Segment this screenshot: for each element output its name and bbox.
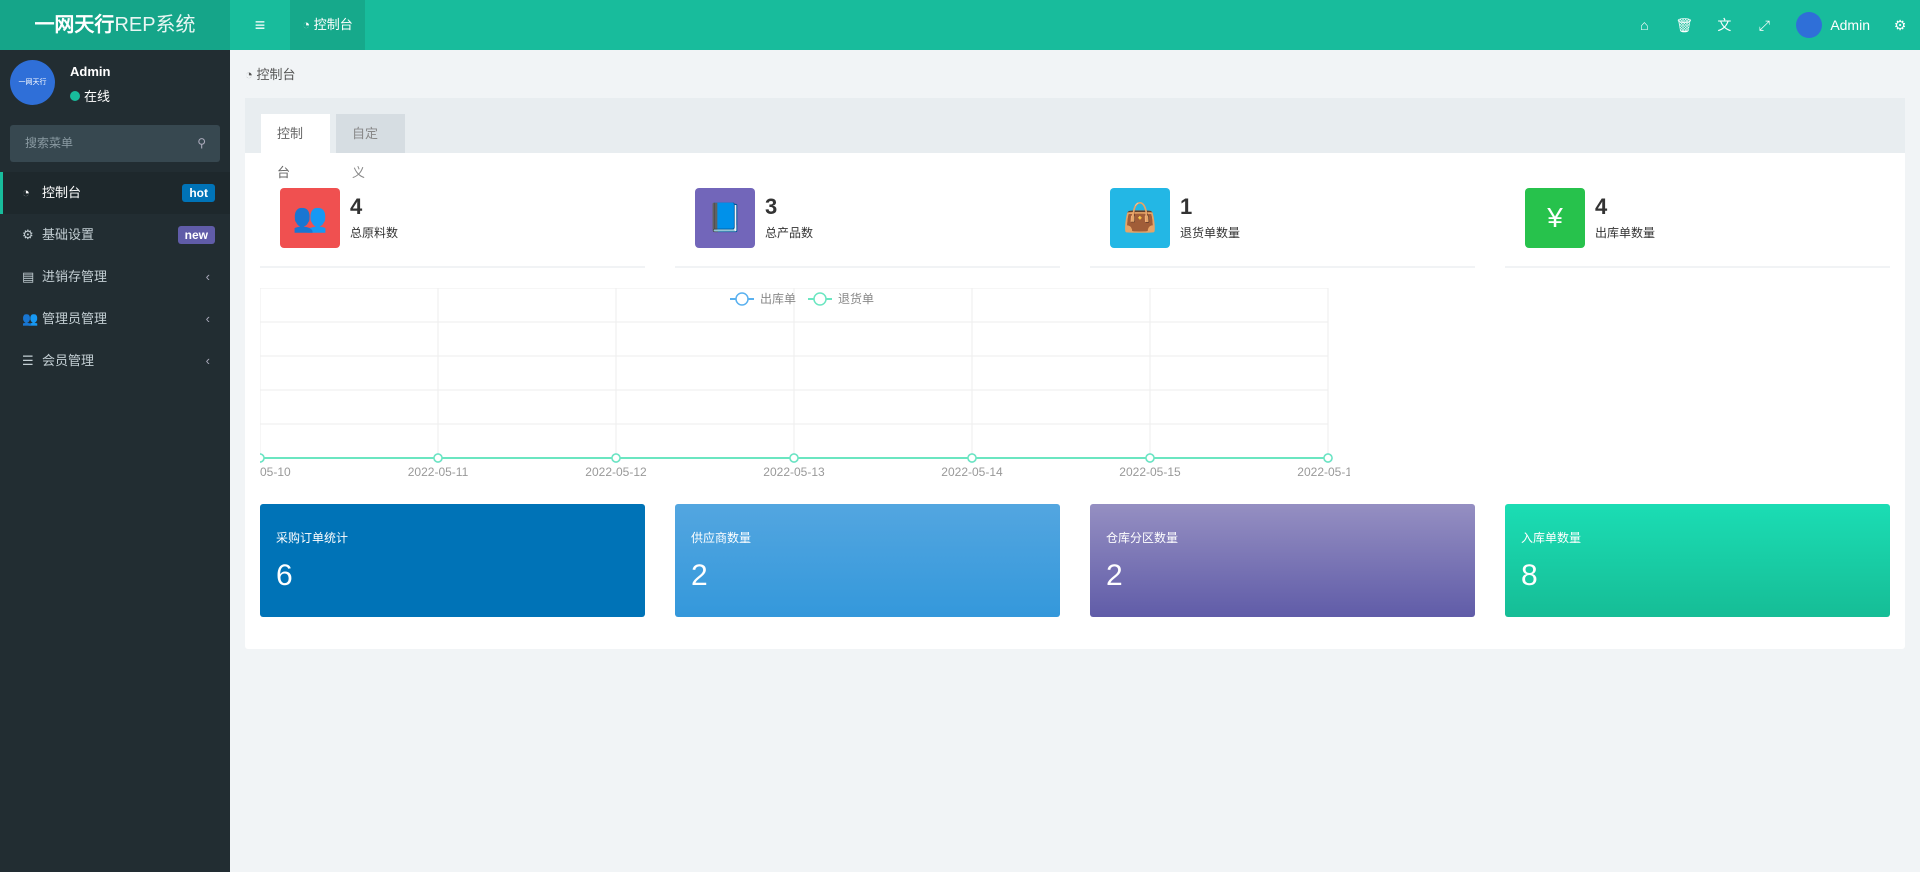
list-icon: ☰ <box>22 353 34 368</box>
stat-label: 出库单数量 <box>1595 226 1656 240</box>
data-point <box>1323 453 1333 463</box>
card-label: 采购订单统计 <box>276 531 349 545</box>
legend-marker <box>735 292 749 306</box>
logo[interactable]: 一网天行REP系统 <box>0 0 230 50</box>
menu-badge: new <box>177 226 215 244</box>
sidebar-item-2[interactable]: ▤ 进销存管理 ‹ <box>0 256 230 298</box>
x-tick-label: 2022-05-10 <box>260 465 291 478</box>
sidebar-item-1[interactable]: ⚙ 基础设置 new <box>0 214 230 256</box>
sidebar: 一网天行 Admin 在线 搜索菜单 ⚲ ◔ 控制台 hot ⚙ 基础设置 new ▤ 进销存管… <box>0 50 230 872</box>
search-icon: ⚲ <box>197 136 206 150</box>
tab-dashboard[interactable]: ◔ 控制台 <box>290 0 365 50</box>
data-point <box>1145 453 1155 463</box>
stat-card: 👜 1 退货单数量 <box>1090 188 1475 268</box>
home-icon[interactable]: ⌂ <box>1640 17 1649 33</box>
stat-value: 4 <box>350 194 363 219</box>
summary-card: 入库单数量 8 <box>1505 504 1890 617</box>
online-dot-icon <box>70 91 80 101</box>
x-tick-label: 2022-05-16 <box>1297 465 1350 478</box>
x-tick-label: 2022-05-15 <box>1119 465 1181 478</box>
chevron-left-icon: ‹ <box>205 311 210 326</box>
x-tick-label: 2022-05-12 <box>585 465 647 478</box>
card-value: 8 <box>1521 559 1538 592</box>
book-icon: 📘 <box>695 188 755 248</box>
cogs-icon[interactable]: ⚙ <box>1893 16 1907 33</box>
card-label: 入库单数量 <box>1521 531 1582 545</box>
avatar <box>1796 12 1823 38</box>
menu-badge: hot <box>182 184 215 202</box>
stat-card: ¥4 出库单数量 <box>1505 188 1890 268</box>
top-header: 一网天行REP系统 ≡ ◔ 控制台 ⌂ 🗑 文 ⤢ Admin ⚙ <box>0 0 1920 50</box>
search-input[interactable]: 搜索菜单 ⚲ <box>10 125 220 162</box>
stat-label: 总产品数 <box>765 226 814 240</box>
card-value: 2 <box>1106 559 1123 592</box>
chevron-left-icon: ‹ <box>205 269 210 284</box>
file-icon: ▤ <box>22 269 35 284</box>
x-tick-label: 2022-05-13 <box>763 465 825 478</box>
trash-icon[interactable]: 🗑 <box>1675 16 1694 33</box>
dashboard-icon: ◔ <box>245 67 257 82</box>
summary-card: 仓库分区数量 2 <box>1090 504 1475 617</box>
stat-label: 总原料数 <box>350 226 399 240</box>
data-point <box>611 453 621 463</box>
card-value: 2 <box>691 559 708 592</box>
fullscreen-icon[interactable]: ⤢ <box>1758 16 1770 33</box>
tab-dashboard[interactable]: 控制台 <box>261 114 330 180</box>
user-name: Admin <box>70 64 111 79</box>
card-label: 供应商数量 <box>691 531 752 545</box>
summary-card: 采购订单统计 6 <box>260 504 645 617</box>
chevron-left-icon: ‹ <box>205 353 210 368</box>
line-chart: 出库单 退货单 2022-05-10 2022-05-11 2022-05-12 2022… <box>260 288 1350 478</box>
stat-label: 退货单数量 <box>1180 226 1241 240</box>
stat-value: 3 <box>765 194 778 219</box>
translate-icon[interactable]: 文 <box>1717 17 1732 33</box>
sidebar-item-4[interactable]: ☰ 会员管理 ‹ <box>0 340 230 382</box>
card-value: 6 <box>276 559 293 592</box>
shopping-bag-icon: 👜 <box>1110 188 1170 248</box>
avatar: 一网天行 <box>10 60 55 105</box>
menu-toggle-button[interactable]: ≡ <box>230 0 290 50</box>
user-menu[interactable]: Admin <box>1784 12 1870 38</box>
sidebar-item-label: 会员管理 <box>42 353 95 368</box>
data-point <box>260 453 265 463</box>
stat-card: 👥 4 总原料数 <box>260 188 645 268</box>
sidebar-item-label: 管理员管理 <box>42 311 108 326</box>
stat-value: 1 <box>1180 194 1193 219</box>
users-icon: 👥 <box>22 311 39 326</box>
x-tick-label: 2022-05-14 <box>941 465 1003 478</box>
dashboard-icon: ◔ <box>22 185 30 200</box>
sidebar-item-label: 基础设置 <box>42 227 95 242</box>
bars-icon: ≡ <box>254 15 266 35</box>
users-icon: 👥 <box>280 188 340 248</box>
data-point <box>433 453 443 463</box>
x-tick-label: 2022-05-11 <box>408 465 469 478</box>
dashboard-icon: ◔ <box>302 17 314 32</box>
legend-marker <box>813 292 827 306</box>
summary-card: 供应商数量 2 <box>675 504 1060 617</box>
breadcrumb: ◔ 控制台 <box>245 67 296 82</box>
legend-label: 退货单 <box>838 291 874 306</box>
sidebar-item-0[interactable]: ◔ 控制台 hot <box>0 172 230 214</box>
sidebar-item-label: 控制台 <box>42 185 82 200</box>
sidebar-item-label: 进销存管理 <box>42 269 108 284</box>
sidebar-item-3[interactable]: 👥 管理员管理 ‹ <box>0 298 230 340</box>
yen-icon: ¥ <box>1525 188 1585 248</box>
card-label: 仓库分区数量 <box>1106 531 1179 545</box>
legend-label: 出库单 <box>760 291 796 306</box>
dashboard-panel: 控制台 自定义 👥 4 总原料数 📘 3 总产品数 👜 1 退货单数量 ¥4 出库单数量 出库单 退货… <box>245 98 1905 649</box>
stat-value: 4 <box>1595 194 1608 219</box>
stat-card: 📘 3 总产品数 <box>675 188 1060 268</box>
data-point <box>967 453 977 463</box>
data-point <box>789 453 799 463</box>
cogs-icon: ⚙ <box>22 227 34 242</box>
tab-custom[interactable]: 自定义 <box>336 114 405 180</box>
user-status: 在线 <box>70 86 110 105</box>
